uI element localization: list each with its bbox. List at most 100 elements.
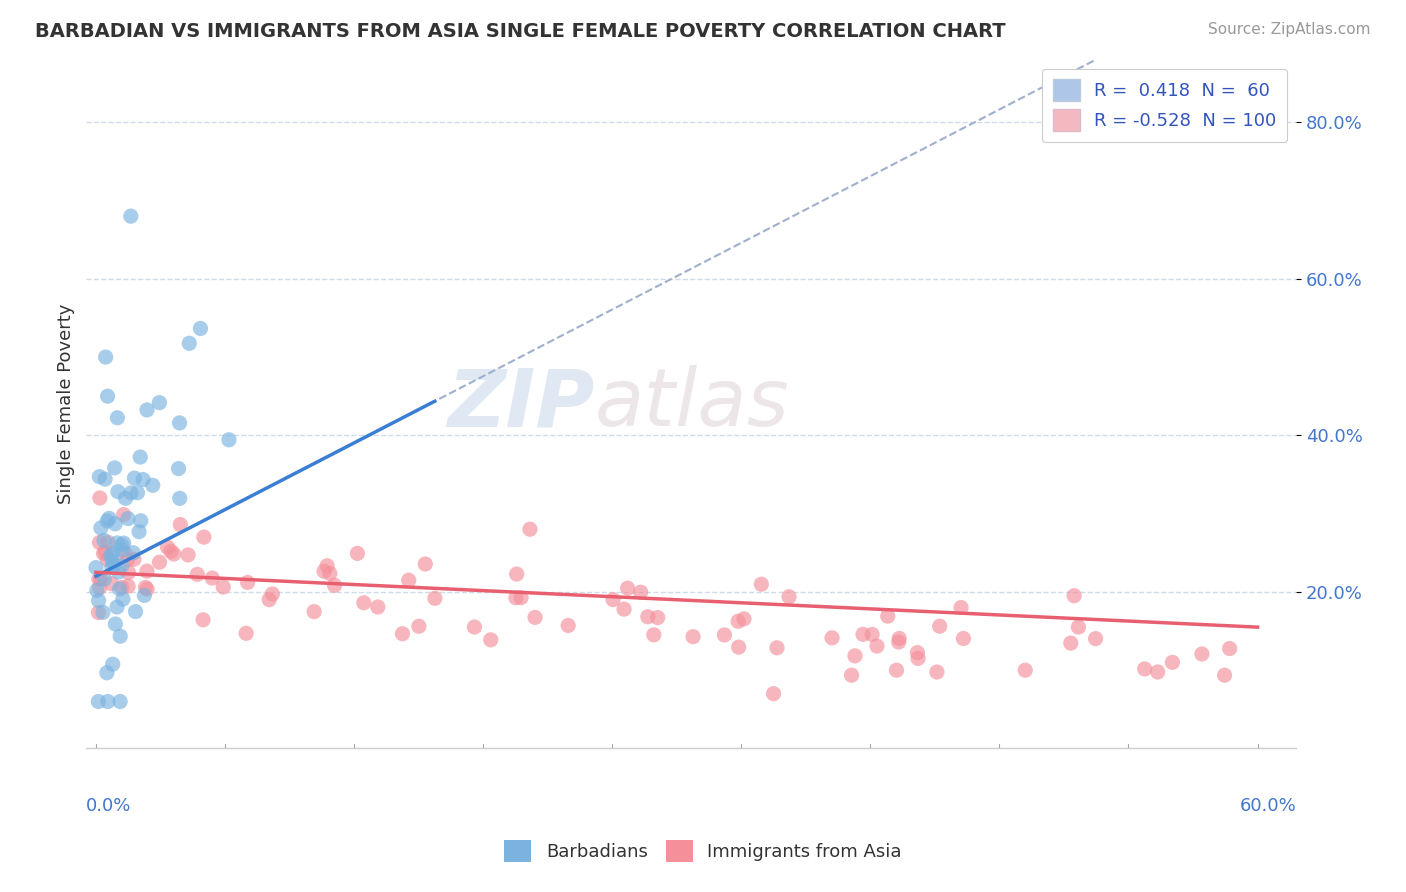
Point [1060,636,1083,650]
Point [160,544,183,558]
Point [218,433,240,447]
Point [105,600,128,615]
Point [134,581,156,595]
Point [907,646,929,660]
Point [319,566,342,581]
Text: Source: ZipAtlas.com: Source: ZipAtlas.com [1208,22,1371,37]
Point [1191,647,1213,661]
Point [212,580,235,594]
Point [104,461,127,475]
Point [367,599,389,614]
Point [87,606,110,620]
Point [505,591,527,605]
Point [122,552,145,566]
Point [117,511,139,525]
Point [928,619,950,633]
Point [111,538,134,552]
Point [132,473,155,487]
Point [235,626,257,640]
Point [193,530,215,544]
Point [463,620,485,634]
Point [314,564,336,578]
Point [134,589,156,603]
Y-axis label: Single Female Poverty: Single Female Poverty [58,304,75,504]
Point [97,694,120,708]
Point [1146,665,1168,679]
Point [1161,656,1184,670]
Point [391,626,413,640]
Point [821,631,844,645]
Point [236,575,259,590]
Point [114,547,136,561]
Point [682,630,704,644]
Point [124,605,146,619]
Point [108,629,131,643]
Point [749,577,772,591]
Point [111,592,134,607]
Point [398,574,420,588]
Point [479,632,502,647]
Point [128,524,150,539]
Point [727,615,749,629]
Point [100,549,122,563]
Point [104,516,127,531]
Point [117,579,139,593]
Point [108,582,131,596]
Point [112,508,135,522]
Point [90,521,112,535]
Point [120,486,142,500]
Point [101,560,124,574]
Point [96,665,118,680]
Point [1219,641,1241,656]
Point [96,514,118,528]
Point [647,610,669,624]
Point [98,511,121,525]
Point [86,583,108,598]
Point [129,450,152,464]
Point [169,416,191,430]
Point [105,536,128,550]
Point [107,484,129,499]
Text: BARBADIAN VS IMMIGRANTS FROM ASIA SINGLE FEMALE POVERTY CORRELATION CHART: BARBADIAN VS IMMIGRANTS FROM ASIA SINGLE… [35,22,1005,41]
Point [94,472,117,486]
Point [91,606,114,620]
Point [96,552,118,566]
Point [316,558,339,573]
Text: atlas: atlas [595,365,789,443]
Point [1084,632,1107,646]
Point [886,663,908,677]
Point [1133,662,1156,676]
Point [1014,663,1036,677]
Point [950,600,973,615]
Point [87,593,110,607]
Point [127,485,149,500]
Point [408,619,430,633]
Point [87,694,110,708]
Point [887,635,910,649]
Point [637,609,659,624]
Point [142,478,165,492]
Point [148,395,170,409]
Point [97,389,120,403]
Point [117,566,139,580]
Point [191,613,214,627]
Point [778,590,800,604]
Point [89,581,111,595]
Point [1067,620,1090,634]
Point [136,564,159,578]
Point [766,640,789,655]
Point [105,410,128,425]
Legend: R =  0.418  N =  60, R = -0.528  N = 100: R = 0.418 N = 60, R = -0.528 N = 100 [1042,69,1288,142]
Point [353,596,375,610]
Point [97,535,120,549]
Point [190,321,212,335]
Point [733,612,755,626]
Text: ZIP: ZIP [447,365,595,443]
Point [101,657,124,672]
Point [323,578,346,592]
Point [413,557,436,571]
Point [302,605,325,619]
Point [907,651,929,665]
Point [177,548,200,562]
Point [762,687,785,701]
